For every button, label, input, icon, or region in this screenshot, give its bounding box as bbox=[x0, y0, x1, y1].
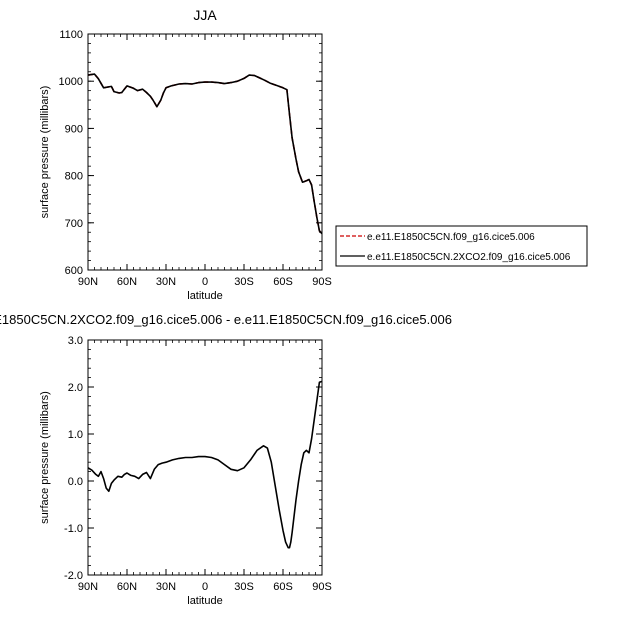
x-tick-label: 60S bbox=[273, 581, 293, 593]
y-tick-label: 1000 bbox=[59, 76, 83, 88]
y-tick-label: 600 bbox=[65, 265, 83, 277]
x-tick-label: 0 bbox=[202, 276, 208, 288]
y-tick-label: 1100 bbox=[59, 29, 83, 41]
x-tick-label: 60N bbox=[117, 581, 137, 593]
x-tick-label: 60S bbox=[273, 276, 293, 288]
y-tick-label: 1.0 bbox=[68, 429, 83, 441]
y-tick-label: 3.0 bbox=[68, 335, 83, 347]
series-line-0 bbox=[87, 73, 323, 235]
x-tick-label: 30N bbox=[156, 581, 176, 593]
y-axis-label: surface pressure (millibars) bbox=[39, 86, 51, 219]
x-tick-label: 30S bbox=[234, 581, 254, 593]
x-tick-label: 30N bbox=[156, 276, 176, 288]
bottom-plot: 90N 60N 30N 0 30S 60S 90S -2.0 -1.0 0.0 1.0 2.0 3.0 l… bbox=[39, 335, 332, 607]
y-tick-label: -1.0 bbox=[64, 523, 83, 535]
y-tick-label: 2.0 bbox=[68, 382, 83, 394]
y-axis-label: surface pressure (millibars) bbox=[39, 391, 51, 524]
y-tick-label: 700 bbox=[65, 218, 83, 230]
x-tick-label: 60N bbox=[117, 276, 137, 288]
legend-label-2xco2: e.e11.E1850C5CN.2XCO2.f09_g16.cice5.006 bbox=[367, 252, 571, 263]
top-plot: 90N 60N 30N 0 30S 60S 90S 600 700 800 900 1000 1100 l… bbox=[39, 29, 332, 302]
x-axis-label: latitude bbox=[187, 595, 222, 607]
legend-box bbox=[335, 225, 588, 267]
legend-label-control: e.e11.E1850C5CN.f09_g16.cice5.006 bbox=[367, 232, 535, 243]
top-chart-title: JJA bbox=[193, 7, 217, 23]
x-tick-label: 0 bbox=[202, 581, 208, 593]
x-axis-label: latitude bbox=[187, 290, 222, 302]
x-tick-label: 90N bbox=[78, 581, 98, 593]
series-line-1 bbox=[87, 73, 323, 235]
y-tick-label: 900 bbox=[65, 123, 83, 135]
plot-frame bbox=[87, 339, 323, 576]
plot-frame bbox=[87, 33, 323, 271]
y-tick-label: 800 bbox=[65, 171, 83, 183]
x-tick-label: 30S bbox=[234, 276, 254, 288]
series-line-0 bbox=[87, 380, 323, 549]
bottom-chart-title: e.e11.E1850C5CN.2XCO2.f09_g16.cice5.006 … bbox=[0, 312, 452, 327]
y-tick-label: -2.0 bbox=[64, 570, 83, 582]
x-tick-label: 90N bbox=[78, 276, 98, 288]
x-tick-label: 90S bbox=[312, 581, 332, 593]
legend: e.e11.E1850C5CN.f09_g16.cice5.006 e.e11.… bbox=[335, 225, 588, 267]
y-tick-label: 0.0 bbox=[68, 476, 83, 488]
x-tick-label: 90S bbox=[312, 276, 332, 288]
